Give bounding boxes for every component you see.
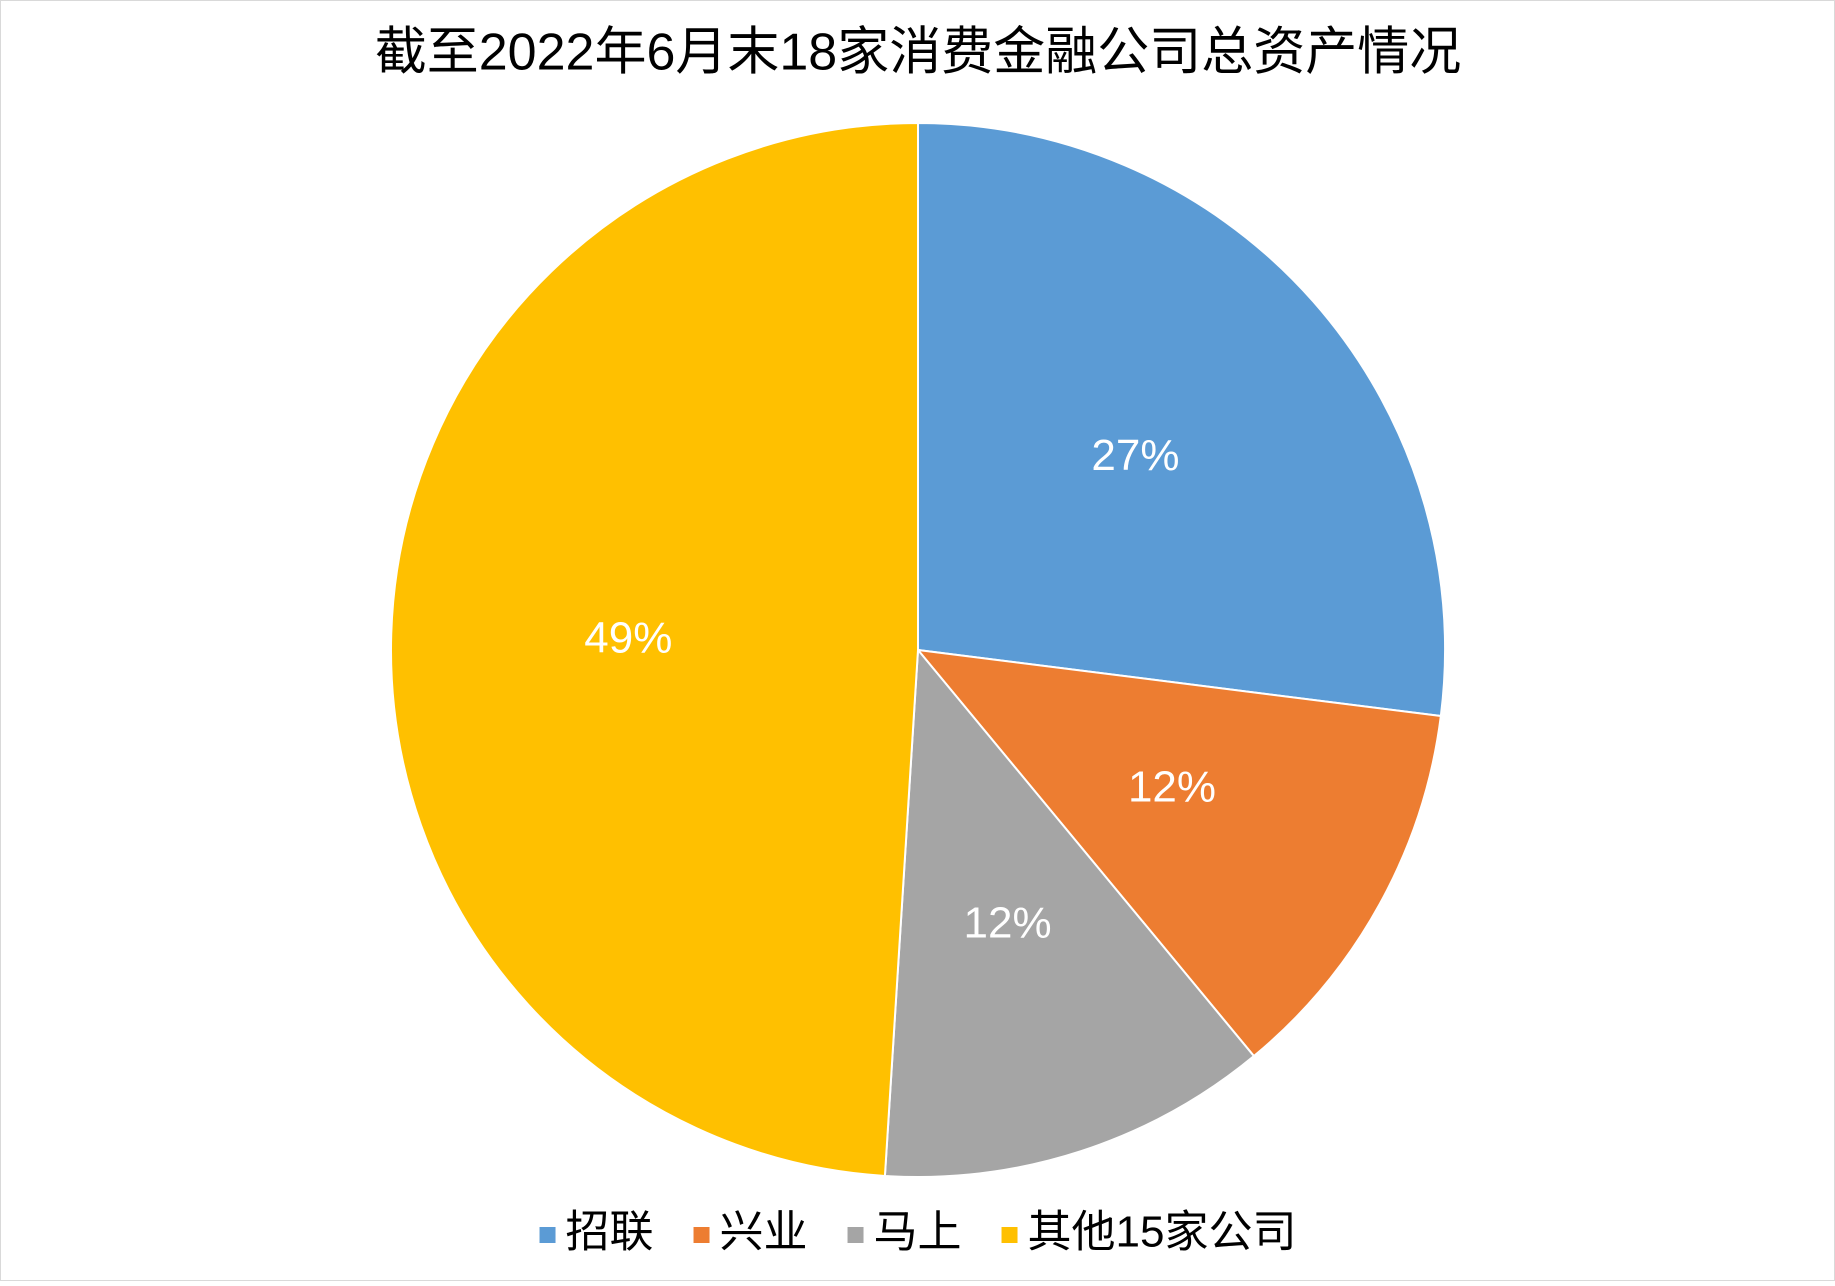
legend-label: 兴业 [720, 1208, 808, 1257]
legend-label: 招联 [566, 1208, 654, 1257]
pie-slice [917, 121, 1446, 718]
data-label: 27% [1091, 431, 1179, 480]
legend-item: 兴业 [693, 1208, 808, 1257]
slices [390, 121, 1446, 1178]
pie-slice [390, 121, 919, 1178]
legend-swatch [539, 1227, 556, 1243]
legend-swatch [693, 1227, 710, 1243]
legend-label: 其他15家公司 [1028, 1208, 1297, 1257]
legend-item: 其他15家公司 [1001, 1208, 1297, 1257]
chart-title: 截至2022年6月末18家消费金融公司总资产情况 [375, 24, 1461, 82]
pie-slice [915, 648, 1442, 1058]
data-label: 12% [964, 898, 1052, 947]
legend: 招联 兴业 马上 其他15家公司 [539, 1208, 1297, 1257]
legend-item: 招联 [539, 1208, 654, 1257]
pie-slice [883, 647, 1256, 1178]
legend-swatch [847, 1227, 864, 1243]
legend-label: 马上 [874, 1208, 962, 1257]
labels: 27% 12% 12% 49% [584, 431, 1216, 947]
legend-item: 马上 [847, 1208, 962, 1257]
data-label: 49% [584, 614, 672, 663]
data-label: 12% [1128, 762, 1216, 811]
legend-swatch [1001, 1227, 1018, 1243]
